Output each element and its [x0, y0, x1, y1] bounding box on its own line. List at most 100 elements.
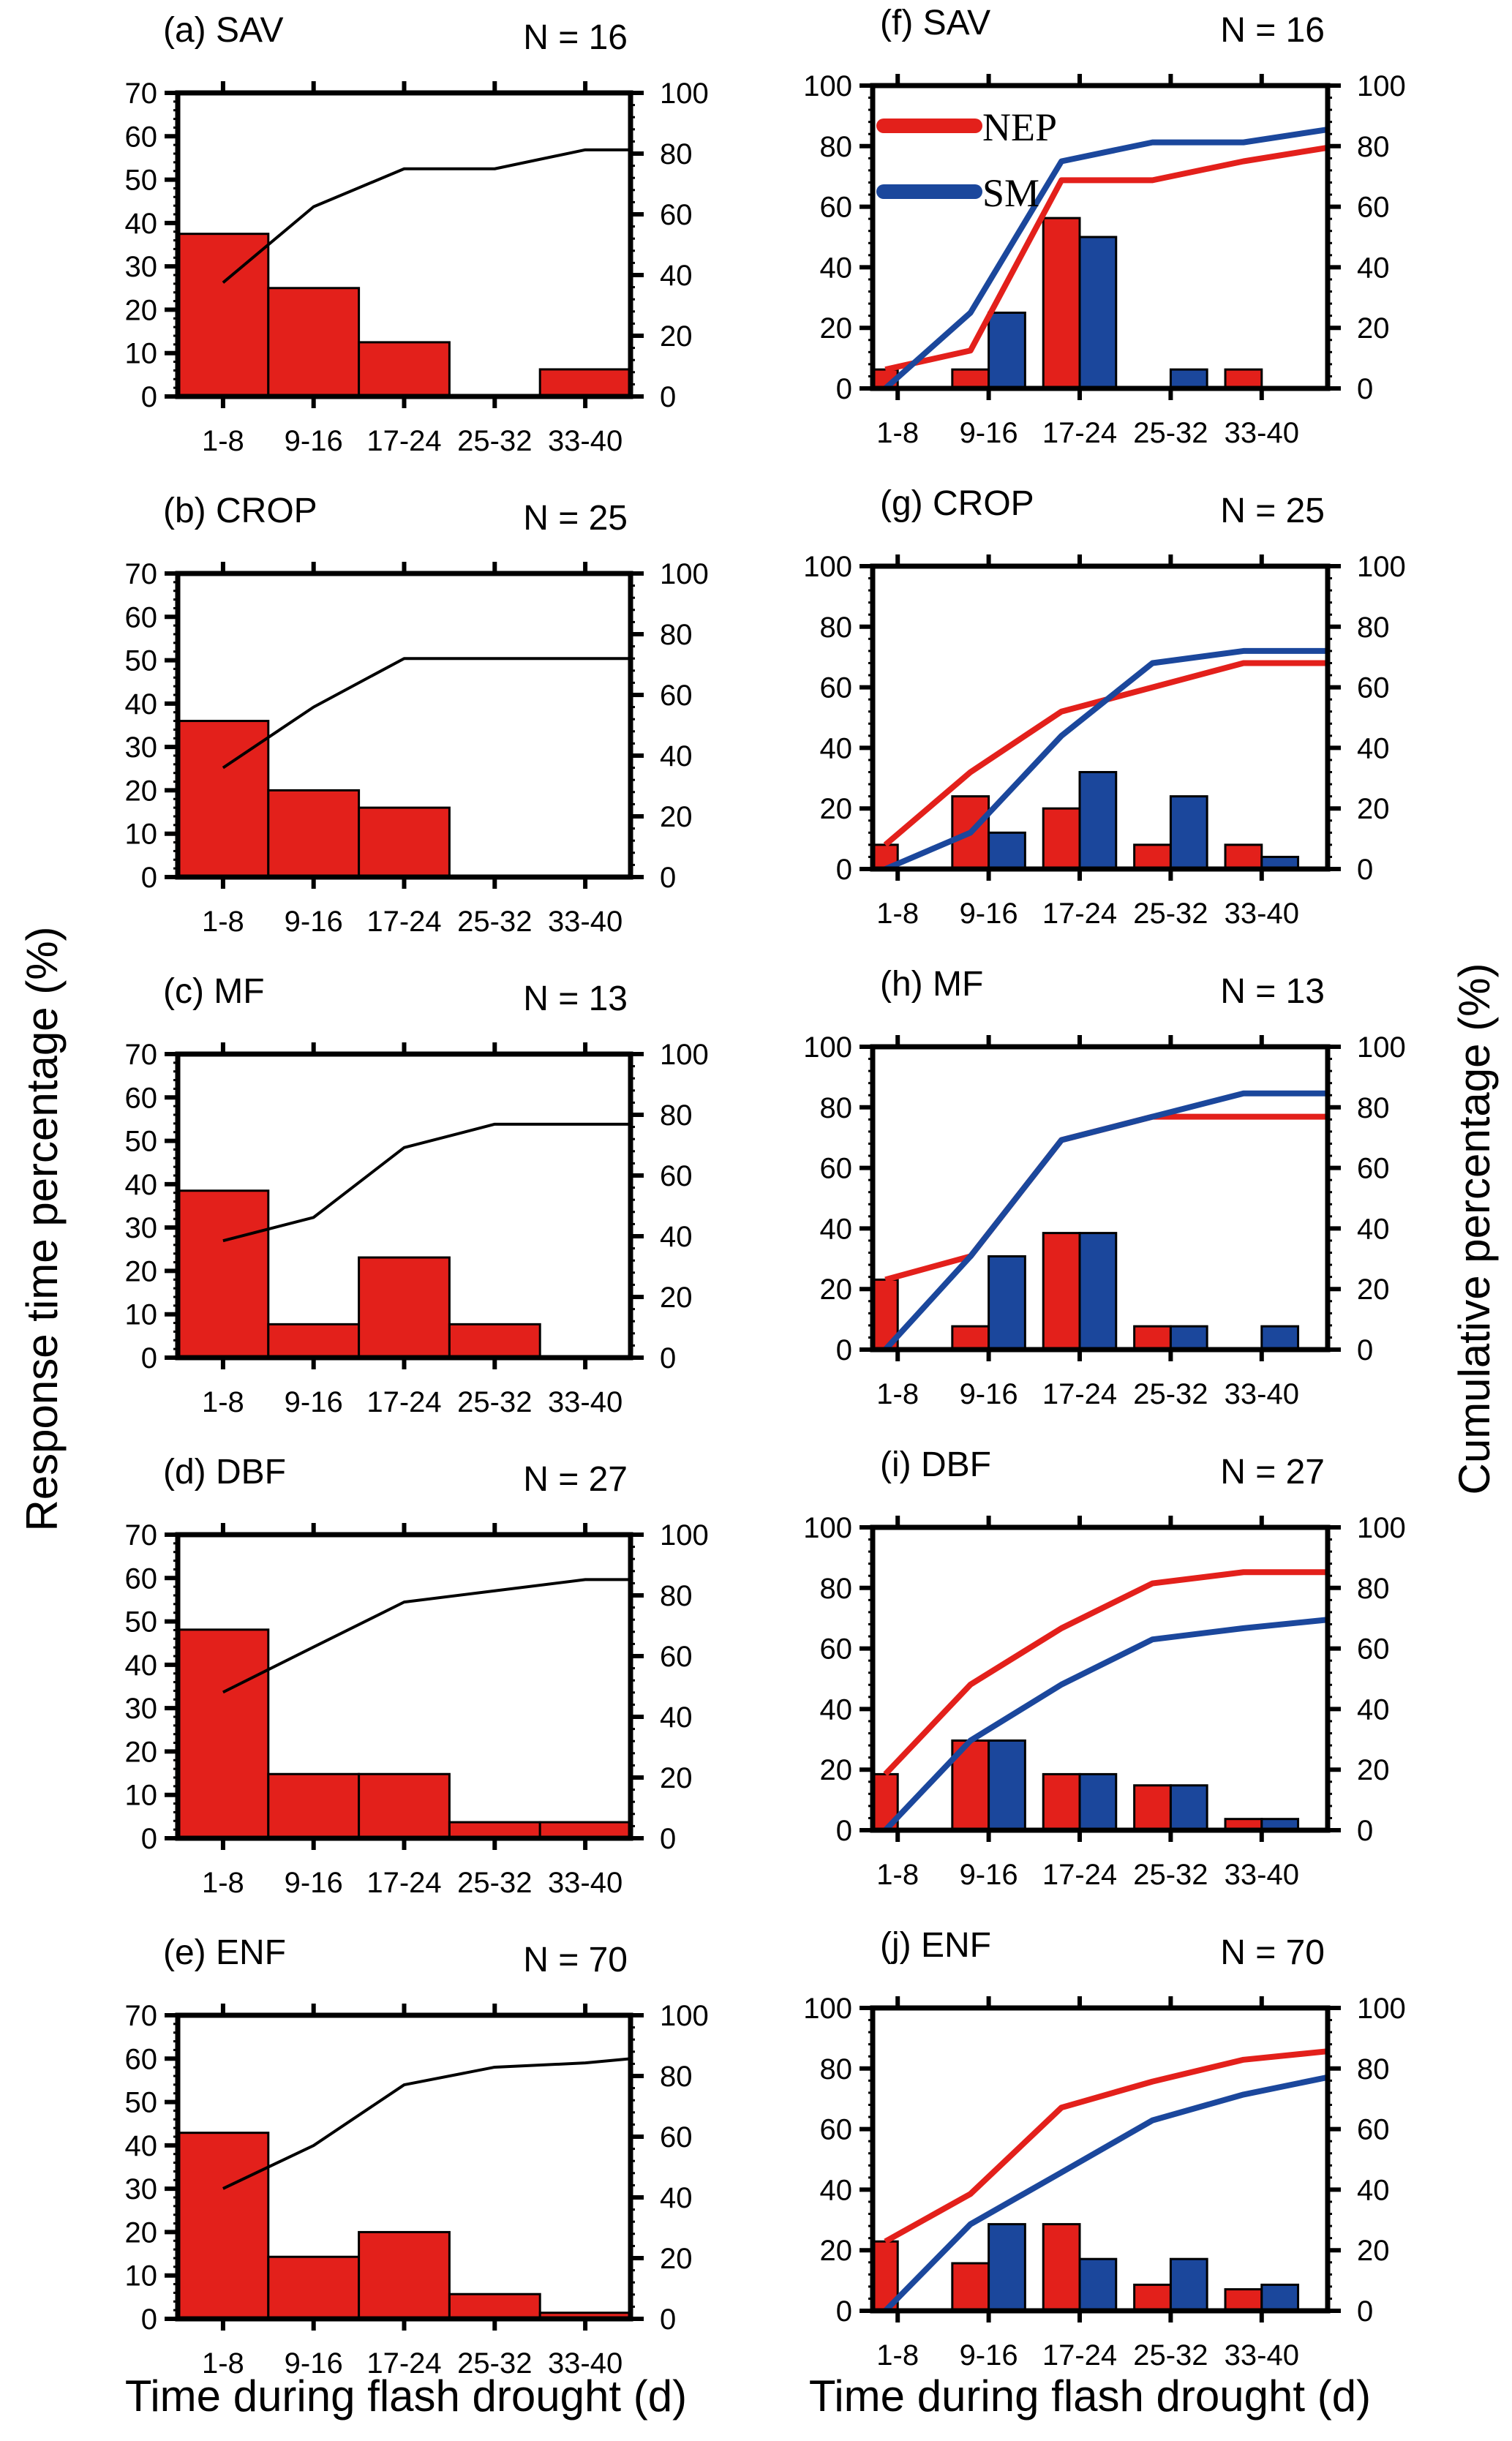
- y-left-tick-label: 80: [820, 1092, 853, 1124]
- panel-title: (h) MF: [880, 965, 983, 1004]
- panel-title: (j) ENF: [880, 1926, 991, 1965]
- x-tick-label: 17-24: [366, 906, 441, 938]
- x-tick-label: 33-40: [548, 906, 623, 938]
- x-tick-label: 25-32: [457, 1386, 532, 1418]
- panel-g: (g) CROP N = 25 1-8 9-16 17-24 25-32 33-40 0 20 4…: [803, 484, 1406, 930]
- bar-33-40: [538, 368, 632, 398]
- y-right-tick-label: 20: [1357, 793, 1390, 825]
- x-tick-label: 25-32: [457, 1867, 532, 1899]
- x-tick-label: 1-8: [876, 1378, 919, 1410]
- y-right-tick-label: 80: [1357, 612, 1390, 644]
- y-right-tick-label: 20: [1357, 1274, 1390, 1306]
- y-right-tick-label: 20: [660, 801, 693, 833]
- y-left-tick-label: 10: [125, 338, 158, 370]
- plot-frame: [870, 1044, 1331, 1353]
- bar-25-32: [448, 1323, 541, 1359]
- x-tick-label: 33-40: [548, 425, 623, 457]
- bar-17-24: [358, 1256, 451, 1359]
- y-left-tick-label: 30: [125, 1212, 158, 1244]
- x-tick-label: 1-8: [876, 2339, 919, 2372]
- cumulative-line-nep: [884, 144, 1328, 373]
- bar-9-16: [267, 287, 361, 398]
- y-right-tick-label: 100: [660, 2000, 709, 2032]
- x-tick-label: 17-24: [1042, 417, 1117, 449]
- cumulative-line-sm: [883, 1617, 1328, 1832]
- panel-title: (d) DBF: [163, 1453, 286, 1492]
- y-left-tick-label: 40: [125, 1650, 158, 1682]
- y-left-tick-label: 80: [820, 2053, 853, 2085]
- y-right-tick-label: 0: [660, 1342, 676, 1374]
- sample-size-label: N = 27: [1220, 1453, 1325, 1492]
- y-left-tick-label: 60: [820, 192, 853, 224]
- x-tick-label: 25-32: [457, 906, 532, 938]
- y-right-tick-label: 80: [1357, 1573, 1390, 1605]
- x-tick-label: 1-8: [876, 1859, 919, 1891]
- y-right-tick-label: 0: [1357, 373, 1373, 405]
- y-right-tick-label: 0: [1357, 854, 1373, 886]
- y-right-tick-label: 100: [1357, 1031, 1406, 1064]
- cumulative-line-nep: [883, 1569, 1328, 1777]
- panel-title: (c) MF: [163, 972, 265, 1011]
- y-left-tick-label: 20: [125, 294, 158, 326]
- bar-sm-17-24: [1078, 2257, 1118, 2312]
- y-left-tick-label: 60: [125, 601, 158, 633]
- y-right-tick-label: 40: [660, 1701, 693, 1734]
- bar-nep-17-24: [1042, 1232, 1081, 1351]
- panel-e: (e) ENF N = 70 1-8 9-16 17-24 25-32 33-40 0 10 20…: [125, 1933, 709, 2380]
- x-tick-label: 17-24: [366, 1386, 441, 1418]
- y-left-tick-label: 0: [141, 1342, 157, 1374]
- x-tick-label: 33-40: [1225, 1378, 1299, 1410]
- x-tick-label: 9-16: [960, 417, 1018, 449]
- y-right-tick-label: 60: [1357, 1153, 1390, 1185]
- panel-j: (j) ENF N = 70 1-8 9-16 17-24 25-32 33-40 0 20 40…: [803, 1926, 1406, 2372]
- y-right-tick-label: 100: [660, 558, 709, 590]
- y-left-tick-label: 60: [820, 672, 853, 704]
- bar-1-8: [176, 1189, 270, 1359]
- panel-title: (i) DBF: [880, 1445, 991, 1484]
- bar-nep-9-16: [951, 368, 990, 390]
- y-left-tick-label: 100: [803, 70, 852, 102]
- y-left-tick-label: 60: [125, 121, 158, 153]
- y-left-tick-label: 0: [836, 373, 852, 405]
- x-tick-label: 1-8: [876, 417, 919, 449]
- y-left-tick-label: 60: [125, 2043, 158, 2075]
- y-left-tick-label: 20: [820, 793, 853, 825]
- left-x-axis-title: Time during flash drought (d): [125, 2372, 687, 2421]
- bar-sm-9-16: [988, 312, 1026, 390]
- x-tick-label: 17-24: [1042, 1378, 1117, 1410]
- y-right-tick-label: 100: [660, 1519, 709, 1552]
- bar-sm-9-16: [988, 831, 1026, 870]
- sample-size-label: N = 16: [523, 18, 628, 57]
- y-left-tick-label: 0: [836, 2295, 852, 2328]
- bar-nep-9-16: [951, 2262, 990, 2312]
- y-left-tick-label: 30: [125, 731, 158, 764]
- x-tick-label: 9-16: [960, 1378, 1018, 1410]
- bar-9-16: [267, 1772, 361, 1840]
- x-tick-label: 17-24: [366, 1867, 441, 1899]
- y-right-tick-label: 60: [1357, 672, 1390, 704]
- y-left-tick-label: 20: [820, 2235, 853, 2267]
- bar-nep-25-32: [1133, 1325, 1172, 1351]
- y-right-tick-label: 100: [1357, 551, 1406, 583]
- panel-c: (c) MF N = 13 1-8 9-16 17-24 25-32 33-40 0 10 20 3…: [125, 972, 709, 1418]
- bar-sm-9-16: [988, 2223, 1026, 2312]
- bar-sm-9-16: [988, 1255, 1026, 1351]
- panel-b: (b) CROP N = 25 1-8 9-16 17-24 25-32 33-40 0 10 2…: [125, 492, 709, 938]
- bar-sm-17-24: [1078, 236, 1118, 390]
- y-right-tick-label: 40: [1357, 252, 1390, 284]
- y-right-tick-label: 20: [660, 1762, 693, 1794]
- x-tick-label: 33-40: [548, 1867, 623, 1899]
- x-tick-label: 9-16: [285, 425, 343, 457]
- y-left-tick-label: 70: [125, 558, 158, 590]
- y-left-tick-label: 60: [820, 1633, 853, 1666]
- y-right-tick-label: 80: [660, 138, 693, 170]
- bar-17-24: [358, 1772, 451, 1840]
- right-y-axis-title: Cumulative percentage (%): [1450, 963, 1499, 1494]
- x-tick-label: 25-32: [457, 2347, 532, 2380]
- y-right-tick-label: 80: [1357, 2053, 1390, 2085]
- plot-frame: [870, 83, 1331, 391]
- bar-nep-25-32: [1133, 843, 1172, 870]
- y-left-tick-label: 0: [141, 862, 157, 894]
- y-left-tick-label: 40: [820, 1213, 853, 1245]
